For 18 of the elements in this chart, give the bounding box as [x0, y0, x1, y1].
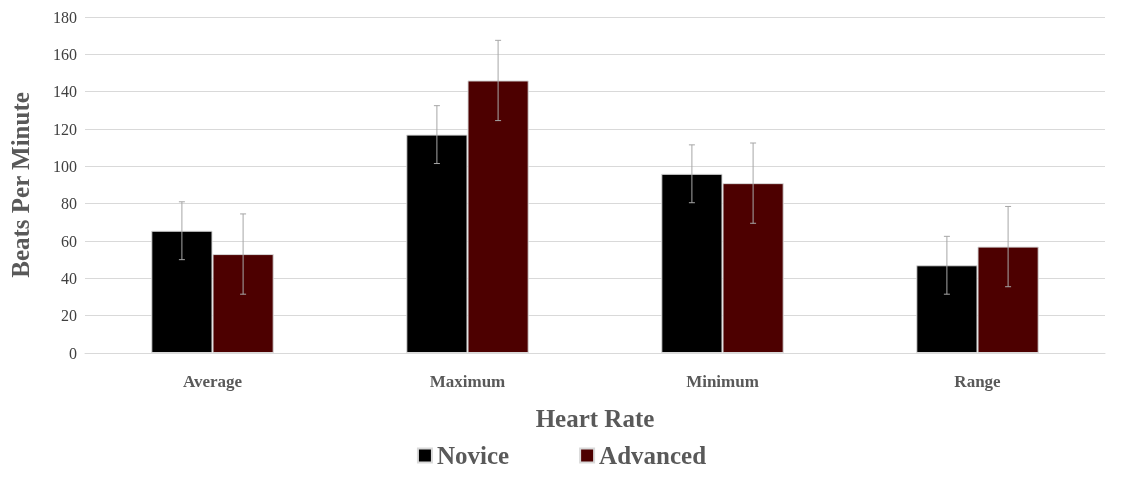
y-tick-label: 140 [53, 83, 77, 101]
y-tick-label: 100 [53, 157, 77, 175]
y-tick-label: 160 [53, 45, 77, 63]
x-tick-label: Minimum [686, 372, 759, 391]
x-axis-title: Heart Rate [535, 405, 655, 432]
y-tick-label: 60 [61, 232, 77, 250]
legend-label: Novice [436, 442, 510, 469]
y-tick-label: 0 [69, 344, 77, 362]
y-tick-label: 40 [61, 269, 77, 287]
x-tick-label: Range [954, 372, 1002, 391]
x-tick-label: Maximum [429, 372, 506, 391]
y-axis-title: Beats Per Minute [7, 92, 34, 278]
legend-label: Advanced [599, 442, 707, 469]
y-tick-label: 80 [61, 195, 77, 213]
y-tick-label: 180 [53, 8, 77, 26]
x-tick-label: Average [182, 372, 243, 391]
y-tick-label: 120 [53, 120, 77, 138]
y-tick-label: 20 [61, 307, 77, 325]
